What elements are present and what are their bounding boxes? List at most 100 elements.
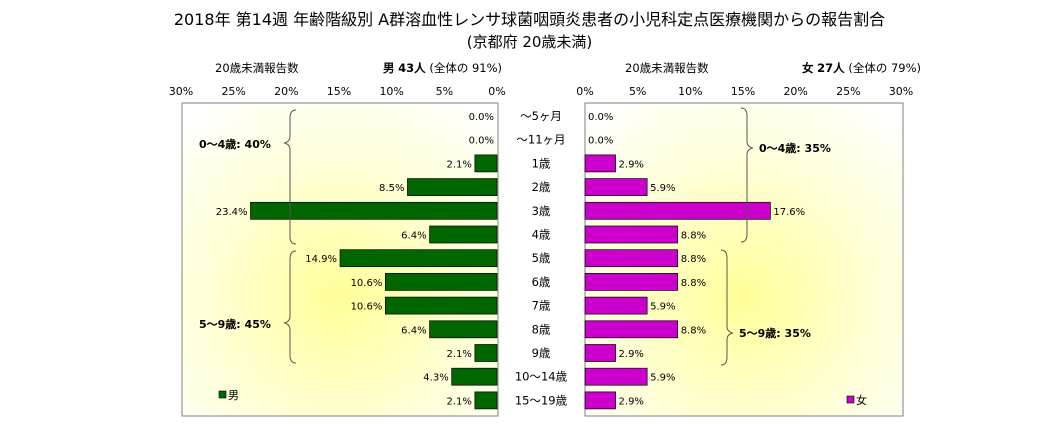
category-label: 〜5ヶ月 [520, 109, 562, 123]
x-tick-left: 0% [488, 85, 505, 98]
right-count: 27人 [817, 61, 845, 75]
left-count: 43人 [398, 61, 426, 75]
female-value-label: 5.9% [650, 183, 675, 194]
legend-female-swatch [846, 395, 855, 404]
x-tick-left: 5% [436, 85, 453, 98]
group-label-right-5-9: 5〜9歳: 35% [739, 326, 811, 340]
male-value-label: 0.0% [469, 136, 494, 147]
female-bar [584, 344, 616, 362]
category-label: 6歳 [532, 275, 551, 289]
x-tick-right: 25% [836, 85, 860, 98]
right-brace-0-4 [740, 107, 754, 243]
male-value-label: 6.4% [401, 231, 426, 242]
female-bar [584, 201, 771, 220]
female-value-label: 8.8% [681, 231, 706, 242]
left-sex: 男 [383, 61, 395, 75]
male-bar [339, 249, 498, 268]
male-value-label: 8.5% [379, 183, 404, 194]
right-share: (全体の 79%) [848, 61, 922, 75]
category-label: 1歳 [532, 156, 551, 170]
chart-subtitle: (京都府 20歳未満) [466, 33, 593, 51]
category-label: 10〜14歳 [515, 370, 568, 384]
group-label-left-0-4: 0〜4歳: 40% [199, 137, 271, 151]
male-bar [451, 367, 498, 386]
x-tick-left: 20% [274, 85, 298, 98]
male-value-label: 4.3% [423, 373, 448, 384]
male-bar [384, 296, 498, 315]
female-value-label: 8.8% [681, 254, 706, 265]
category-label: 4歳 [532, 228, 551, 242]
category-label: 3歳 [532, 204, 551, 218]
female-value-label: 8.8% [681, 325, 706, 336]
chart-title: 2018年 第14週 年齢階級別 A群溶血性レンサ球菌咽頭炎患者の小児科定点医療… [173, 10, 886, 29]
left-brace-0-4 [283, 109, 297, 245]
female-value-label: 8.8% [681, 278, 706, 289]
male-bar [429, 225, 498, 244]
female-value-label: 5.9% [650, 373, 675, 384]
male-value-label: 2.1% [446, 159, 471, 170]
right-count-label: 20歳未満報告数 [625, 61, 709, 75]
left-count-label: 20歳未満報告数 [215, 61, 299, 75]
category-label: 〜11ヶ月 [516, 133, 565, 147]
category-label: 2歳 [532, 180, 551, 194]
group-label-right-0-4: 0〜4歳: 35% [759, 141, 831, 155]
x-tick-right: 0% [576, 85, 593, 98]
male-value-label: 2.1% [446, 396, 471, 407]
male-value-label: 6.4% [401, 325, 426, 336]
left-brace-5-9 [283, 250, 297, 364]
male-bar [474, 344, 498, 362]
female-bar [584, 249, 679, 268]
male-value-label: 14.9% [305, 254, 337, 265]
left-count-summary: 男 43人 (全体の 91%) [383, 60, 502, 76]
male-bar [429, 320, 498, 339]
female-value-label: 2.9% [619, 396, 644, 407]
female-bar [584, 154, 616, 173]
category-label: 5歳 [532, 251, 551, 265]
male-value-label: 23.4% [216, 207, 248, 218]
x-tick-left: 15% [327, 85, 351, 98]
female-value-label: 2.9% [619, 159, 644, 170]
male-bar [474, 154, 498, 173]
right-count-summary: 女 27人 (全体の 79%) [802, 60, 921, 76]
female-bar [584, 178, 648, 196]
x-tick-right: 15% [731, 85, 755, 98]
group-label-left-5-9: 5〜9歳: 45% [199, 317, 271, 331]
male-value-label: 10.6% [351, 278, 383, 289]
x-tick-right: 20% [783, 85, 807, 98]
right-brace-5-9 [720, 249, 734, 366]
category-label: 8歳 [532, 322, 551, 336]
female-bar [584, 296, 648, 315]
left-share: (全体の 91%) [429, 61, 503, 75]
legend-male-swatch [218, 390, 227, 399]
right-sex: 女 [802, 61, 814, 75]
female-value-label: 5.9% [650, 302, 675, 313]
legend-male-label: 男 [228, 389, 239, 402]
legend-female-label: 女 [856, 393, 867, 407]
female-value-label: 17.6% [773, 207, 805, 218]
x-tick-left: 25% [221, 85, 245, 98]
female-bar [584, 225, 679, 244]
male-value-label: 2.1% [446, 349, 471, 360]
female-bar [584, 273, 679, 291]
female-value-label: 2.9% [619, 349, 644, 360]
category-label: 7歳 [532, 299, 551, 313]
male-bar [384, 273, 498, 291]
male-bar [407, 178, 498, 196]
female-bar [584, 367, 648, 386]
category-label: 15〜19歳 [515, 393, 568, 407]
female-bar [584, 391, 616, 410]
x-tick-right: 5% [629, 85, 646, 98]
male-bar [250, 201, 498, 220]
female-value-label: 0.0% [588, 112, 613, 123]
female-value-label: 0.0% [588, 136, 613, 147]
x-tick-left: 30% [169, 85, 193, 98]
x-tick-left: 10% [379, 85, 403, 98]
male-bar [474, 391, 498, 410]
x-tick-right: 30% [889, 85, 913, 98]
male-value-label: 10.6% [351, 302, 383, 313]
category-label: 9歳 [532, 346, 551, 360]
female-bar [584, 320, 679, 339]
x-tick-right: 10% [678, 85, 702, 98]
male-value-label: 0.0% [469, 112, 494, 123]
